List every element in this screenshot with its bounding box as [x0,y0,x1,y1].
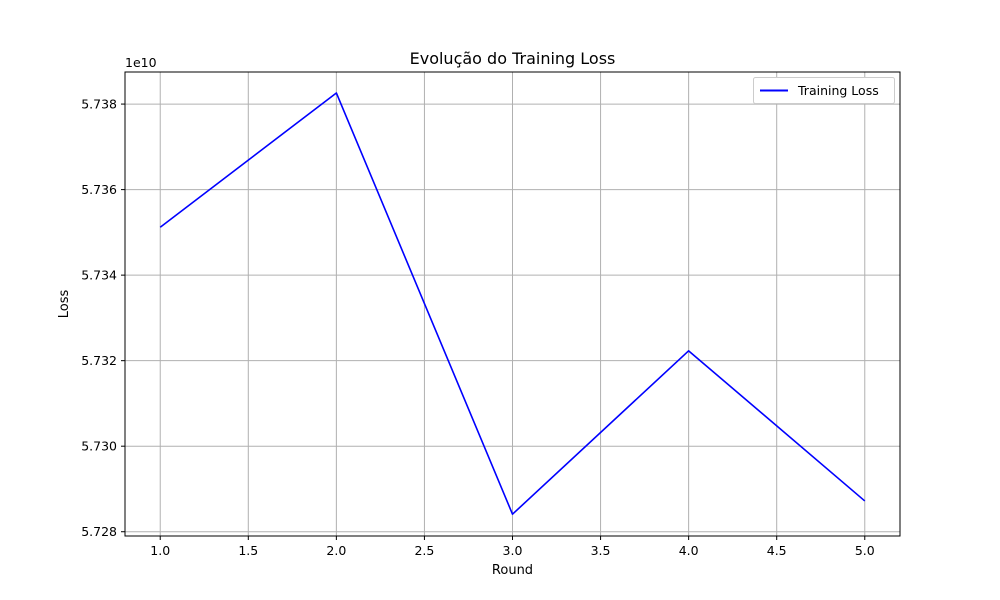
x-tick-label: 4.5 [767,543,787,558]
x-axis-label: Round [492,563,533,578]
series-line-training-loss [159,92,866,515]
legend-label-training-loss: Training Loss [797,83,879,98]
y-tick-label: 5.734 [81,268,117,283]
y-axis-label: Loss [57,290,72,319]
legend: Training Loss [753,77,895,104]
y-tick-label: 5.728 [81,524,117,539]
x-tick-label: 4.0 [679,543,699,558]
y-tick-label: 5.738 [81,97,117,112]
x-tick-label: 1.0 [150,543,170,558]
series-lines [159,92,866,515]
grid-lines [125,72,900,536]
legend-box [753,77,895,104]
chart-title: Evolução do Training Loss [410,49,616,68]
x-tick-label: 3.0 [503,543,523,558]
y-tick-label: 5.732 [81,353,117,368]
axis-ticks: 1.0 1.5 2.0 2.5 3.0 3.5 4.0 4.5 5.0 5.728 5.730 5.7… [81,97,875,558]
x-tick-label: 1.5 [238,543,258,558]
x-tick-label: 3.5 [591,543,611,558]
x-tick-label: 2.0 [326,543,346,558]
y-tick-label: 5.730 [81,439,117,454]
y-tick-label: 5.736 [81,182,117,197]
x-tick-label: 5.0 [855,543,875,558]
y-axis-offset-label: 1e10 [125,55,157,70]
x-tick-label: 2.5 [414,543,434,558]
